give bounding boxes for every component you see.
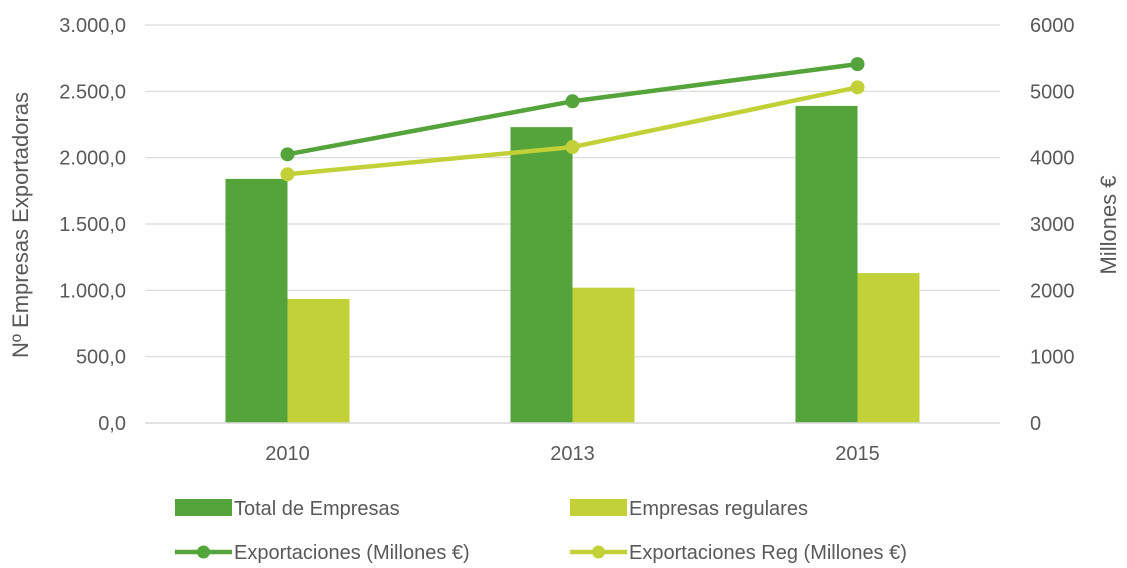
line-point (281, 147, 295, 161)
left-tick-label: 3.000,0 (59, 15, 126, 37)
right-tick-label: 0 (1030, 413, 1041, 435)
x-tick-label: 2010 (265, 443, 310, 465)
x-axis-ticks: 2010 2013 2015 (265, 443, 880, 465)
legend-label: Exportaciones (Millones €) (234, 542, 470, 564)
right-tick-label: 6000 (1030, 15, 1075, 37)
line-point (851, 80, 865, 94)
bar (573, 288, 635, 423)
bar (226, 179, 288, 423)
line-point (281, 167, 295, 181)
left-axis-title: Nº Empresas Exportadoras (8, 92, 33, 358)
left-tick-label: 0,0 (98, 413, 126, 435)
legend-label: Exportaciones Reg (Millones €) (629, 542, 907, 564)
legend-marker (592, 546, 605, 559)
legend-label: Empresas regulares (629, 498, 808, 520)
legend-marker (197, 546, 210, 559)
bar (858, 273, 920, 423)
left-tick-label: 2.000,0 (59, 148, 126, 170)
bar (511, 127, 573, 423)
legend: Total de Empresas Empresas regulares Expor… (175, 498, 907, 564)
left-tick-label: 1.000,0 (59, 280, 126, 302)
line-point (851, 57, 865, 71)
left-tick-label: 1.500,0 (59, 214, 126, 236)
x-tick-label: 2013 (550, 443, 595, 465)
left-axis-ticks: 0,0 500,0 1.000,0 1.500,0 2.000,0 2.500,0 3.00… (59, 15, 126, 435)
right-axis-ticks: 0 1000 2000 3000 4000 5000 6000 (1030, 15, 1075, 435)
bar (796, 106, 858, 423)
bar (288, 299, 350, 423)
legend-label: Total de Empresas (234, 498, 400, 520)
right-tick-label: 3000 (1030, 214, 1075, 236)
legend-swatch (570, 499, 627, 516)
left-tick-label: 500,0 (76, 347, 126, 369)
right-tick-label: 1000 (1030, 347, 1075, 369)
right-tick-label: 4000 (1030, 148, 1075, 170)
line-point (566, 94, 580, 108)
right-tick-label: 5000 (1030, 81, 1075, 103)
legend-swatch (175, 499, 232, 516)
x-tick-label: 2015 (835, 443, 880, 465)
right-tick-label: 2000 (1030, 280, 1075, 302)
right-axis-title: Millones € (1096, 175, 1121, 274)
line-point (566, 140, 580, 154)
left-tick-label: 2.500,0 (59, 81, 126, 103)
